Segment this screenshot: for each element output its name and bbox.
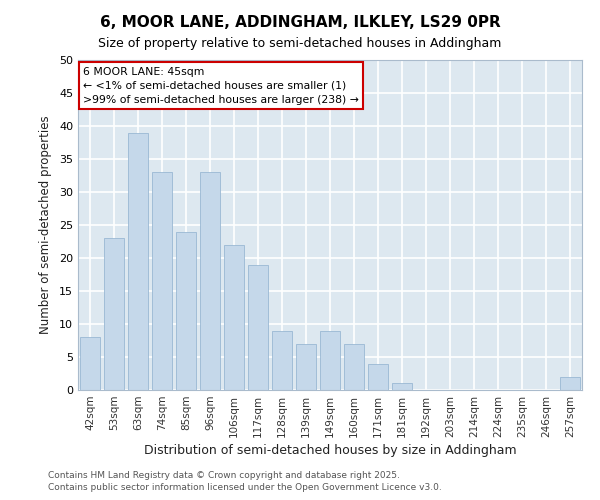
Text: Size of property relative to semi-detached houses in Addingham: Size of property relative to semi-detach… bbox=[98, 38, 502, 51]
Bar bbox=[80, 337, 100, 390]
Bar bbox=[152, 172, 172, 390]
Bar bbox=[128, 132, 148, 390]
Bar bbox=[392, 384, 412, 390]
Y-axis label: Number of semi-detached properties: Number of semi-detached properties bbox=[39, 116, 52, 334]
Text: 6, MOOR LANE, ADDINGHAM, ILKLEY, LS29 0PR: 6, MOOR LANE, ADDINGHAM, ILKLEY, LS29 0P… bbox=[100, 15, 500, 30]
Text: Contains HM Land Registry data © Crown copyright and database right 2025.
Contai: Contains HM Land Registry data © Crown c… bbox=[48, 471, 442, 492]
Bar bbox=[344, 344, 364, 390]
Bar bbox=[104, 238, 124, 390]
Bar bbox=[248, 264, 268, 390]
Bar bbox=[224, 245, 244, 390]
X-axis label: Distribution of semi-detached houses by size in Addingham: Distribution of semi-detached houses by … bbox=[143, 444, 517, 457]
Text: 6 MOOR LANE: 45sqm
← <1% of semi-detached houses are smaller (1)
>99% of semi-de: 6 MOOR LANE: 45sqm ← <1% of semi-detache… bbox=[83, 66, 359, 104]
Bar bbox=[296, 344, 316, 390]
Bar bbox=[368, 364, 388, 390]
Bar bbox=[320, 330, 340, 390]
Bar bbox=[272, 330, 292, 390]
Bar bbox=[176, 232, 196, 390]
Bar bbox=[560, 377, 580, 390]
Bar bbox=[200, 172, 220, 390]
